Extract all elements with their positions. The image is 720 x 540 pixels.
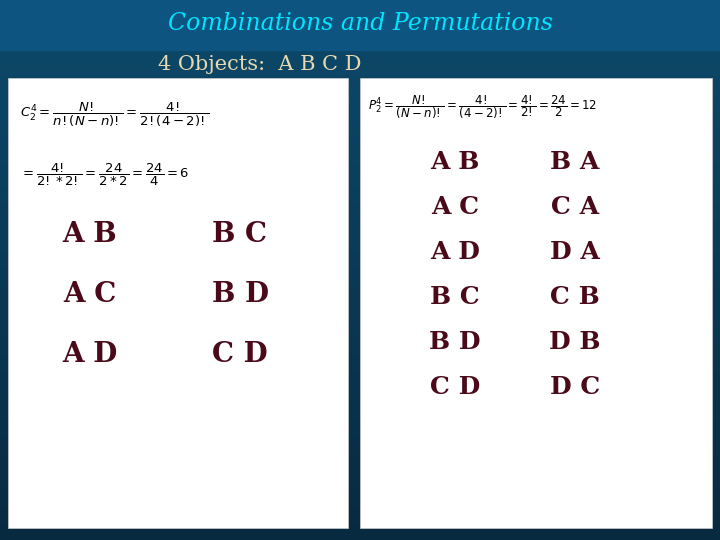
Text: Combinations and Permutations: Combinations and Permutations (168, 12, 552, 36)
Text: 4 Objects:  A B C D: 4 Objects: A B C D (158, 56, 361, 75)
Text: D A: D A (550, 240, 600, 264)
Text: C B: C B (550, 285, 600, 309)
Text: $C_2^4 = \dfrac{N!}{n!(N-n)!} = \dfrac{4!}{2!(4-2)!}$: $C_2^4 = \dfrac{N!}{n!(N-n)!} = \dfrac{4… (20, 101, 210, 129)
Text: A B: A B (63, 221, 117, 248)
Text: C A: C A (551, 195, 599, 219)
FancyBboxPatch shape (360, 78, 712, 528)
Text: B A: B A (550, 150, 600, 174)
Text: A C: A C (63, 281, 117, 308)
Text: $P_2^4 = \dfrac{N!}{(N-n)!} = \dfrac{4!}{(4-2)!} = \dfrac{4!}{2!} = \dfrac{24}{2: $P_2^4 = \dfrac{N!}{(N-n)!} = \dfrac{4!}… (368, 93, 597, 121)
FancyBboxPatch shape (8, 78, 348, 528)
Text: D C: D C (550, 375, 600, 399)
Text: A D: A D (63, 341, 117, 368)
Text: B D: B D (429, 330, 481, 354)
Text: B C: B C (430, 285, 480, 309)
Text: A D: A D (430, 240, 480, 264)
Text: A B: A B (431, 150, 480, 174)
Bar (0, 0, 720, 50)
Text: D B: D B (549, 330, 600, 354)
Text: C D: C D (430, 375, 480, 399)
Text: B C: B C (212, 221, 268, 248)
Text: C D: C D (212, 341, 268, 368)
Text: B D: B D (212, 281, 269, 308)
Text: A C: A C (431, 195, 479, 219)
Text: $= \dfrac{4!}{2!*2!} = \dfrac{24}{2*2} = \dfrac{24}{4} = 6$: $= \dfrac{4!}{2!*2!} = \dfrac{24}{2*2} =… (20, 162, 189, 188)
